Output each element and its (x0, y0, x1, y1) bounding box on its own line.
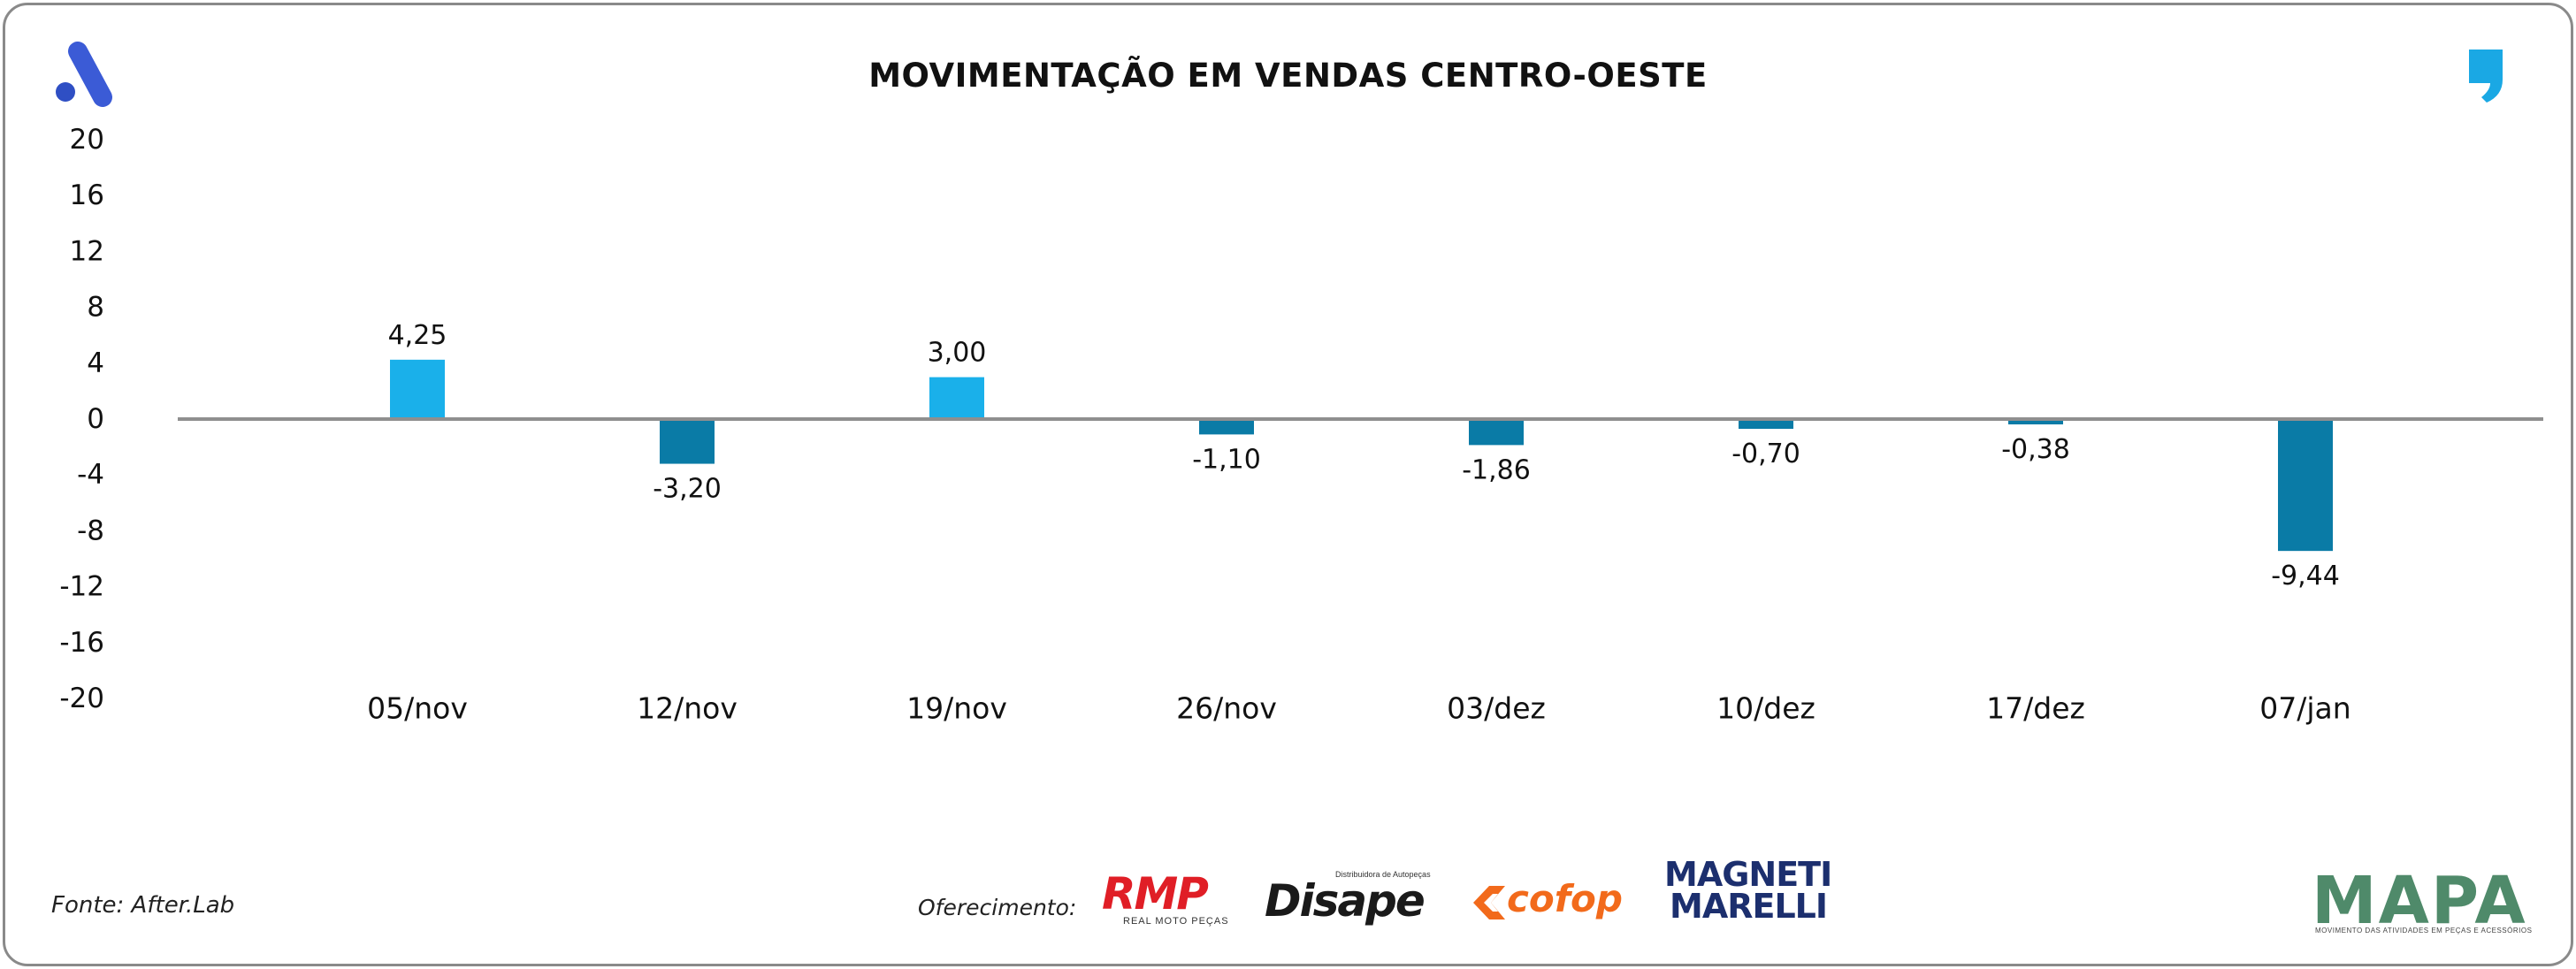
data-label: -1,10 (1192, 444, 1261, 475)
data-label: 3,00 (928, 338, 987, 369)
chart-title: MOVIMENTAÇÃO EM VENDAS CENTRO-OESTE (868, 57, 1708, 95)
rmp-logo: RMP REAL MOTO PEÇAS (1102, 868, 1243, 930)
x-tick-label: 17/dez (1986, 691, 2085, 726)
y-tick-label: -8 (77, 515, 104, 546)
bar (660, 419, 715, 464)
mapa-logo: MAPA MOVIMENTO DAS ATIVIDADES EM PEÇAS E… (2312, 863, 2532, 939)
cofop-mark-icon (1473, 886, 1505, 919)
bar (1739, 419, 1793, 430)
y-tick-label: 16 (70, 179, 104, 211)
disape-logo-text: Disape (1265, 875, 1426, 927)
mapa-logo-subtitle: MOVIMENTO DAS ATIVIDADES EM PEÇAS E ACES… (2315, 927, 2533, 935)
x-tick-label: 05/nov (367, 691, 468, 726)
y-tick-label: 0 (87, 403, 104, 435)
disape-logo-subtitle: Distribuidora de Autopeças (1335, 870, 1431, 879)
cofop-logo: cofop (1470, 874, 1647, 927)
bar (2278, 419, 2333, 552)
magneti-logo-line2: MARELLI (1670, 887, 1828, 926)
rmp-logo-subtitle: REAL MOTO PEÇAS (1123, 916, 1229, 927)
chart-card: MOVIMENTAÇÃO EM VENDAS CENTRO-OESTE 20 16… (3, 3, 2573, 966)
x-tick-label: 26/nov (1176, 691, 1277, 726)
x-tick-label: 10/dez (1716, 691, 1815, 726)
afterlab-a-logo-icon (56, 42, 112, 107)
data-label: -1,86 (1462, 454, 1531, 485)
bar (929, 377, 984, 419)
data-label: 4,25 (388, 320, 447, 351)
y-tick-label: 12 (70, 235, 104, 267)
comma-logo-icon (2469, 50, 2503, 103)
source-note: Fonte: After.Lab (51, 892, 235, 919)
x-tick-label: 12/nov (637, 691, 738, 726)
y-tick-label: -20 (59, 683, 104, 714)
disape-logo: Distribuidora de Autopeças Disape (1265, 868, 1441, 930)
x-tick-label: 03/dez (1447, 691, 1546, 726)
cofop-logo-text: cofop (1507, 877, 1623, 920)
magneti-marelli-logo: MAGNETI MARELLI (1661, 856, 1832, 927)
x-tick-label: 07/jan (2259, 691, 2351, 726)
bar-chart: 20 16 12 8 4 0 -4 -8 -12 -16 -20 4,25 -3,20 3,00 -1,10… (59, 124, 2543, 726)
bar (1199, 419, 1254, 435)
magneti-logo-line1: MAGNETI (1664, 855, 1832, 894)
offer-label: Oferecimento: (918, 895, 1077, 920)
rmp-logo-text: RMP (1102, 868, 1209, 919)
y-tick-label: 8 (87, 292, 104, 324)
bar (1469, 419, 1524, 446)
data-label: -3,20 (653, 474, 722, 505)
x-tick-label: 19/nov (906, 691, 1007, 726)
bar (390, 359, 445, 419)
y-tick-label: 4 (87, 347, 104, 379)
y-tick-label: 20 (70, 124, 104, 156)
data-label: -0,70 (1731, 439, 1800, 469)
data-label: -9,44 (2271, 561, 2340, 591)
y-tick-label: -16 (59, 627, 104, 659)
y-tick-label: -4 (77, 459, 104, 491)
data-label: -0,38 (2001, 434, 2070, 465)
y-tick-label: -12 (59, 571, 104, 603)
mapa-logo-text: MAPA (2312, 863, 2527, 939)
bar (2008, 419, 2063, 425)
